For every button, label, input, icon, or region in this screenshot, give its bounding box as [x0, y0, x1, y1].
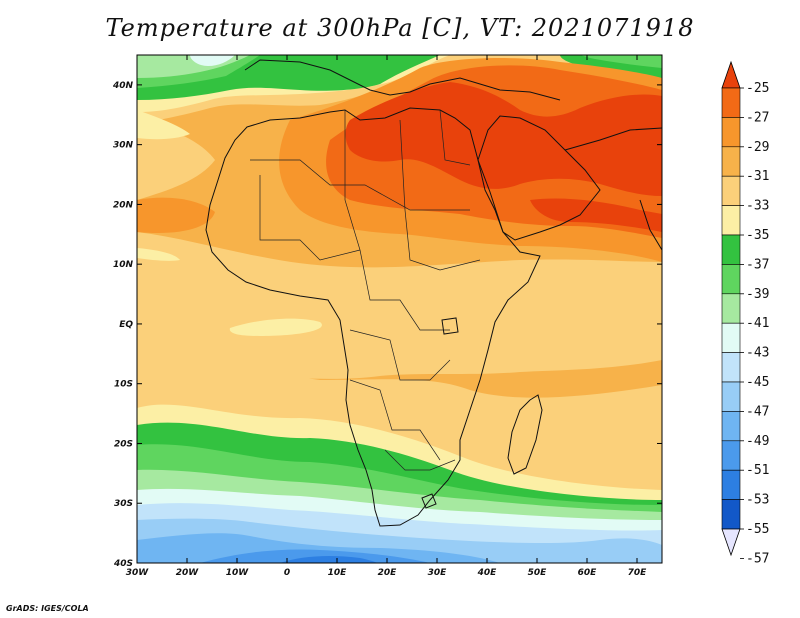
- colorbar-label: -33: [746, 199, 769, 214]
- lat-tick-label: 10S: [114, 380, 133, 390]
- lat-tick-label: 20S: [114, 439, 133, 449]
- colorbar-label: -29: [746, 140, 769, 155]
- lat-tick-label: 20N: [113, 200, 134, 210]
- border: [384, 449, 456, 471]
- temperature-field: [137, 55, 662, 563]
- band-minus-25-east: [530, 198, 662, 232]
- colorbar-bottom-arrow: [721, 528, 741, 557]
- lat-tick-label: EQ: [119, 320, 133, 330]
- colorbar-swatch: [721, 87, 741, 118]
- colorbar-label: -43: [746, 346, 769, 361]
- band-minus-35-northwest: [137, 110, 190, 140]
- band-minus-35-equator-2: [137, 248, 180, 261]
- band-minus-33-west: [137, 120, 215, 200]
- border: [250, 159, 470, 211]
- colorbar-swatch: [721, 440, 741, 471]
- colorbar-label: -51: [746, 463, 769, 478]
- colorbar-swatch: [721, 293, 741, 324]
- border: [344, 110, 450, 331]
- border: [259, 175, 361, 261]
- colorbar-swatch: [721, 322, 741, 353]
- band-minus-43-north: [190, 55, 235, 66]
- colorbar-top-arrow: [721, 60, 741, 89]
- band-minus-35-equator: [229, 318, 322, 336]
- colorbar-swatch: [721, 175, 741, 206]
- colorbar-swatch: [721, 264, 741, 295]
- lon-tick-label: 10W: [226, 568, 250, 578]
- country-borders: [250, 109, 481, 471]
- border: [439, 109, 471, 166]
- africa-coastline: [205, 107, 541, 527]
- colorbar-label: -27: [746, 110, 769, 125]
- band-minus-53-south: [280, 555, 378, 563]
- arabia: [477, 115, 601, 241]
- colorbar: -25 -27 -29 -31 -33 -35 -37 -39 -41 -43 -45 -47 -49 -…: [721, 60, 769, 566]
- colorbar-swatch: [721, 234, 741, 265]
- lat-tick-label: 40N: [112, 81, 134, 91]
- border: [399, 119, 481, 271]
- colorbar-swatch: [721, 352, 741, 383]
- band-minus-51-south: [200, 549, 430, 563]
- europe-coast: [244, 59, 561, 101]
- colorbar-label: -57: [746, 551, 769, 566]
- chart-title: Temperature at 300hPa [C], VT: 202107191…: [105, 14, 695, 42]
- colorbar-swatch: [721, 205, 741, 236]
- lon-tick-label: 0: [284, 568, 290, 578]
- colorbar-label: -47: [746, 404, 769, 419]
- colorbar-label: -45: [746, 375, 769, 390]
- lon-tick-label: 40E: [477, 568, 498, 578]
- lat-tick-label: 30N: [113, 141, 134, 151]
- lesotho: [421, 493, 437, 509]
- lon-tick-label: 20E: [378, 568, 398, 578]
- colorbar-swatch: [721, 499, 741, 530]
- colorbar-label: -55: [746, 522, 769, 537]
- grads-credit: GrADS: IGES/COLA: [6, 604, 89, 613]
- band-minus-39-northeast: [580, 55, 662, 68]
- lon-tick-label: 30E: [428, 568, 448, 578]
- colorbar-label: -49: [746, 434, 769, 449]
- colorbar-swatch: [721, 381, 741, 412]
- lon-tick-label: 10E: [328, 568, 348, 578]
- band-minus-49-south: [137, 533, 500, 563]
- lat-tick-label: 40S: [113, 559, 133, 569]
- lon-tick-label: 60E: [578, 568, 598, 578]
- colorbar-swatch: [721, 146, 741, 177]
- colorbar-label: -35: [746, 228, 769, 243]
- colorbar-swatch: [721, 117, 741, 148]
- colorbar-label: -41: [746, 316, 769, 331]
- madagascar: [507, 394, 543, 475]
- border: [349, 329, 451, 381]
- plot-frame: [136, 54, 663, 564]
- lon-tick-label: 30W: [126, 568, 150, 578]
- lon-tick-label: 70E: [628, 568, 648, 578]
- coastlines: [205, 59, 662, 527]
- lake-victoria: [441, 317, 459, 335]
- lon-tick-label: 50E: [528, 568, 548, 578]
- band-minus-29-west: [137, 197, 215, 234]
- lon-tick-label: 20W: [176, 568, 200, 578]
- lat-tick-label: 10N: [113, 260, 134, 270]
- border: [349, 379, 441, 461]
- colorbar-swatch: [721, 411, 741, 442]
- colorbar-label: -25: [746, 81, 769, 96]
- colorbar-label: -37: [746, 257, 769, 272]
- colorbar-label: -39: [746, 287, 769, 302]
- lat-tick-label: 30S: [114, 499, 133, 509]
- colorbar-swatch: [721, 469, 741, 500]
- colorbar-label: -53: [746, 493, 769, 508]
- india-iran: [564, 127, 662, 251]
- band-minus-33-equator: [137, 232, 662, 382]
- colorbar-label: -31: [746, 169, 769, 184]
